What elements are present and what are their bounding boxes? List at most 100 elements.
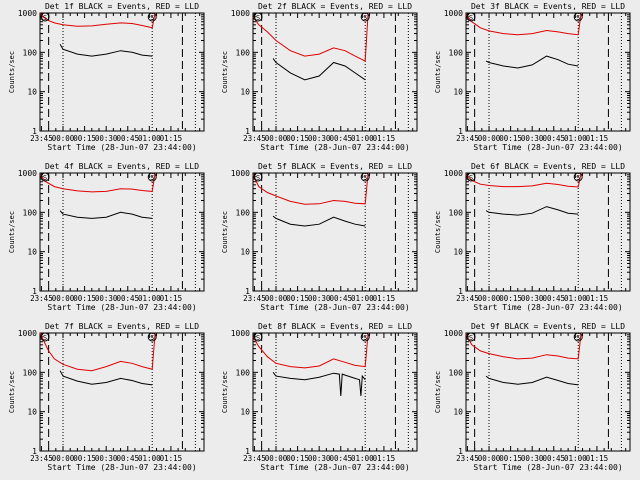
chart-panel-4: Det 4f BLACK = Events, RED = LLD 1 10 100 10… (8, 162, 205, 312)
y-tick-label: 1 (245, 447, 250, 456)
x-tick-label: 00:45 (116, 454, 139, 463)
red-lld-series (252, 332, 369, 369)
black-events-series (485, 375, 579, 386)
saa-marker-label: S (469, 14, 473, 22)
black-events-series (59, 370, 153, 386)
x-tick-label: 00:45 (542, 294, 565, 303)
saa-marker-circle (573, 12, 583, 22)
chart-panel-5: Det 5f BLACK = Events, RED = LLD 1 10 100 10… (221, 162, 418, 312)
x-tick-label: 01:00 (564, 294, 587, 303)
x-tick-label: 01:00 (138, 134, 161, 143)
x-tick-label: 00:45 (116, 294, 139, 303)
chart-title: Det 3f BLACK = Events, RED = LLD (471, 2, 625, 11)
saa-marker-circle (147, 12, 157, 22)
x-tick-label: 00:15 (286, 454, 309, 463)
chart-title: Det 5f BLACK = Events, RED = LLD (258, 162, 412, 171)
y-tick-label: 10 (27, 248, 37, 257)
saa-marker-label: S (363, 174, 367, 182)
black-events-series (485, 206, 579, 216)
x-tick-label: 23:45 (243, 134, 266, 143)
y-tick-label: 100 (449, 208, 464, 217)
chart-panel-2: Det 2f BLACK = Events, RED = LLD 1 10 100 10… (221, 2, 418, 152)
red-lld-series (465, 332, 582, 360)
red-lld-series (252, 172, 369, 205)
x-tick-label: 00:30 (95, 134, 118, 143)
y-tick-label: 1000 (444, 329, 463, 338)
saa-marker-circle (360, 172, 370, 182)
y-tick-label: 10 (453, 88, 463, 97)
x-tick-label: 00:00 (478, 294, 501, 303)
x-tick-label: 01:15 (586, 454, 609, 463)
y-axis-label: Counts/sec (221, 211, 229, 253)
plot-frame (252, 12, 418, 132)
x-tick-label: 00:45 (329, 294, 352, 303)
plot-frame (39, 172, 205, 292)
black-events-series (272, 58, 366, 81)
x-tick-label: 00:30 (521, 134, 544, 143)
y-axis-label: Counts/sec (434, 211, 442, 253)
red-lld-series (252, 12, 369, 62)
saa-marker-label: S (43, 334, 47, 342)
saa-marker-label: S (576, 14, 580, 22)
y-tick-label: 1 (458, 447, 463, 456)
x-axis-label: Start Time (28-Jun-07 23:44:00) (473, 463, 622, 472)
saa-marker-label: S (150, 14, 154, 22)
y-tick-label: 100 (23, 48, 38, 57)
x-tick-label: 00:45 (542, 454, 565, 463)
chart-panel-9: Det 9f BLACK = Events, RED = LLD 1 10 100 10… (434, 322, 631, 472)
saa-marker-circle (466, 172, 476, 182)
x-tick-label: 00:45 (329, 134, 352, 143)
x-tick-label: 00:00 (478, 134, 501, 143)
y-tick-label: 1 (458, 287, 463, 296)
y-axis-label: Counts/sec (221, 371, 229, 413)
x-tick-label: 01:00 (351, 454, 374, 463)
y-tick-label: 1 (32, 287, 37, 296)
x-axis-label: Start Time (28-Jun-07 23:44:00) (260, 463, 409, 472)
x-tick-label: 01:00 (138, 454, 161, 463)
y-tick-label: 10 (240, 248, 250, 257)
saa-marker-label: S (43, 14, 47, 22)
x-tick-label: 00:30 (521, 294, 544, 303)
y-axis-label: Counts/sec (8, 371, 16, 413)
saa-marker-circle (360, 332, 370, 342)
x-tick-label: 23:45 (456, 134, 479, 143)
x-tick-label: 00:00 (52, 134, 75, 143)
saa-marker-circle (147, 332, 157, 342)
x-tick-label: 00:15 (73, 294, 96, 303)
x-tick-label: 00:45 (329, 454, 352, 463)
y-tick-label: 1000 (231, 329, 250, 338)
black-events-series (59, 44, 153, 57)
x-tick-label: 00:45 (116, 134, 139, 143)
y-tick-label: 10 (27, 88, 37, 97)
saa-marker-circle (147, 172, 157, 182)
saa-marker-label: S (256, 14, 260, 22)
x-tick-label: 00:30 (95, 454, 118, 463)
chart-panel-8: Det 8f BLACK = Events, RED = LLD 1 10 100 10… (221, 322, 418, 472)
saa-marker-circle (40, 332, 50, 342)
chart-panel-7: Det 7f BLACK = Events, RED = LLD 1 10 100 10… (8, 322, 205, 472)
x-tick-label: 00:00 (52, 454, 75, 463)
red-lld-series (39, 172, 156, 193)
y-axis-label: Counts/sec (434, 371, 442, 413)
x-axis-label: Start Time (28-Jun-07 23:44:00) (260, 303, 409, 312)
chart-title: Det 4f BLACK = Events, RED = LLD (45, 162, 199, 171)
saa-marker-circle (466, 12, 476, 22)
x-tick-label: 23:45 (243, 454, 266, 463)
chart-panel-1: Det 1f BLACK = Events, RED = LLD 1 10 100 10… (8, 2, 205, 152)
x-tick-label: 00:15 (286, 294, 309, 303)
x-tick-label: 00:00 (478, 454, 501, 463)
y-axis-label: Counts/sec (221, 51, 229, 93)
x-tick-label: 00:30 (308, 454, 331, 463)
y-tick-label: 100 (23, 368, 38, 377)
saa-marker-circle (466, 332, 476, 342)
y-tick-label: 1 (32, 127, 37, 136)
x-tick-label: 00:15 (73, 134, 96, 143)
x-axis-label: Start Time (28-Jun-07 23:44:00) (473, 303, 622, 312)
black-events-series (59, 210, 153, 219)
x-tick-label: 01:00 (138, 294, 161, 303)
chart-title: Det 9f BLACK = Events, RED = LLD (471, 322, 625, 331)
y-tick-label: 10 (27, 408, 37, 417)
chart-title: Det 6f BLACK = Events, RED = LLD (471, 162, 625, 171)
y-tick-label: 100 (236, 48, 251, 57)
x-tick-label: 00:15 (286, 134, 309, 143)
